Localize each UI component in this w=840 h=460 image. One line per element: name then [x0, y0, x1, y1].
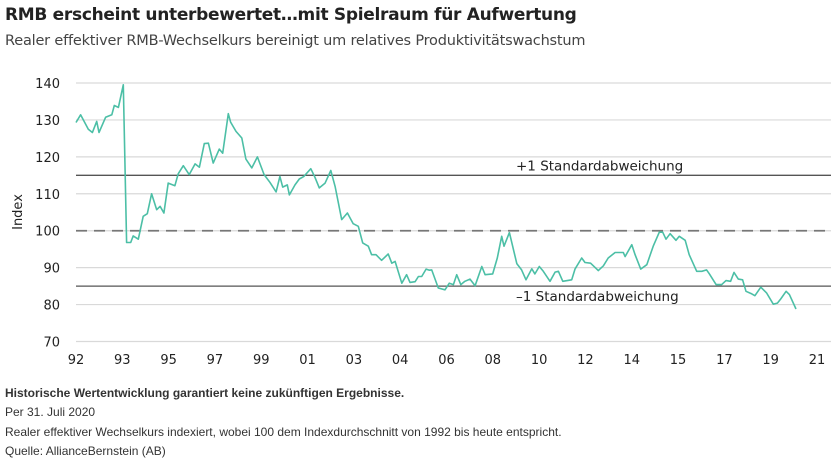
gridlines — [76, 82, 831, 343]
x-tick-label: 06 — [438, 353, 455, 368]
series-line — [75, 84, 797, 310]
x-tick-label: 10 — [531, 353, 548, 368]
x-tick-label: 19 — [762, 353, 779, 368]
x-tick-label: 03 — [346, 353, 363, 368]
x-tick-label: 95 — [160, 353, 177, 368]
y-tick-label: 130 — [35, 114, 60, 129]
y-tick-label: 100 — [35, 225, 60, 240]
chart-title: RMB erscheint unterbewertet…mit Spielrau… — [5, 5, 577, 25]
x-tick-label: 08 — [485, 353, 502, 368]
footnote: Realer effektiver Wechselkurs indexiert,… — [5, 425, 562, 439]
y-tick-label: 140 — [35, 77, 60, 92]
x-tick-label: 92 — [68, 353, 85, 368]
y-tick-label: 90 — [43, 262, 60, 277]
x-tick-labels: 92 93 95 97 99 01 03 04 06 08 10 12 14 15 17 19 21 — [68, 353, 826, 368]
x-tick-label: 17 — [716, 353, 733, 368]
y-tick-label: 120 — [35, 151, 60, 166]
x-tick-label: 21 — [809, 353, 826, 368]
as-of-date: Per 31. Juli 2020 — [5, 405, 96, 419]
source: Quelle: AllianceBernstein (AB) — [5, 444, 166, 458]
x-tick-label: 14 — [623, 353, 640, 368]
reference-lines: +1 Standardabweichung –1 Standardabweichu… — [76, 158, 831, 305]
std-dev-label: –1 Standardabweichung — [516, 289, 679, 305]
y-tick-label: 110 — [35, 188, 60, 203]
chart-subtitle: Realer effektiver RMB-Wechselkurs berein… — [5, 33, 586, 49]
y-tick-label: 80 — [43, 299, 60, 314]
y-tick-label: 70 — [43, 336, 60, 351]
x-tick-label: 15 — [670, 353, 687, 368]
x-tick-label: 12 — [577, 353, 594, 368]
x-tick-label: 04 — [392, 353, 409, 368]
x-tick-label: 99 — [253, 353, 270, 368]
std-dev-label: +1 Standardabweichung — [516, 158, 683, 174]
y-tick-labels: 70 80 90 100 110 120 130 140 — [35, 77, 60, 351]
y-axis-label: Index — [11, 194, 26, 230]
x-tick-label: 01 — [299, 353, 316, 368]
x-tick-label: 97 — [207, 353, 224, 368]
series — [75, 84, 797, 310]
line-chart: 70 80 90 100 110 120 130 140 92 93 95 97 99 01 03 04 06… — [11, 77, 831, 368]
disclaimer: Historische Wertentwicklung garantiert k… — [5, 386, 405, 400]
x-tick-label: 93 — [114, 353, 131, 368]
